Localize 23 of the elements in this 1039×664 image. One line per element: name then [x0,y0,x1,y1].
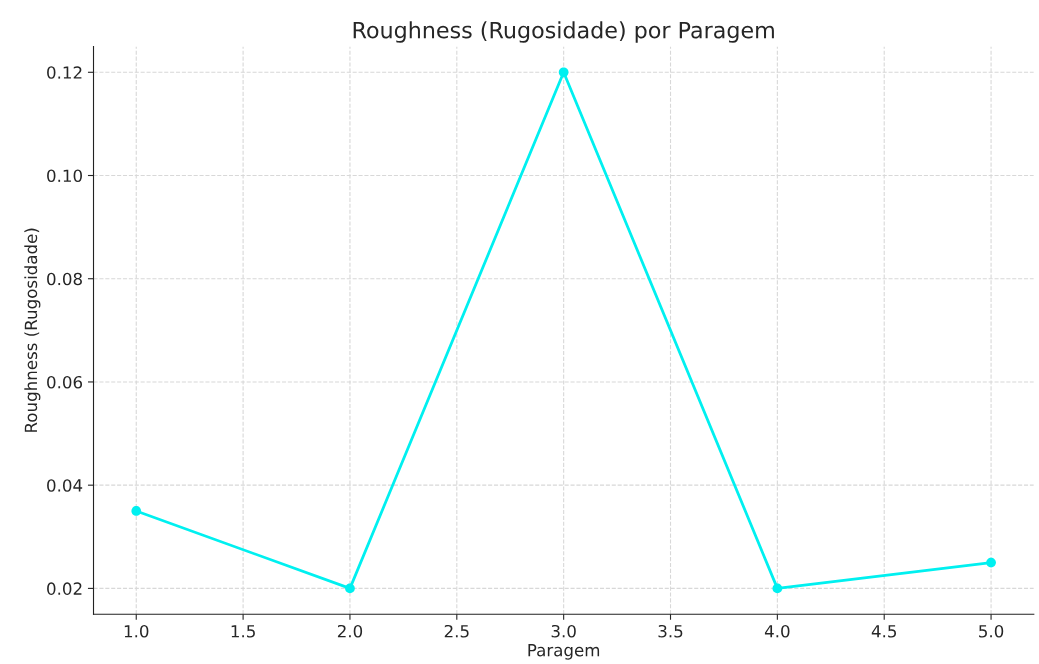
y-tick-label: 0.10 [47,169,82,183]
point [131,506,142,516]
chart-title: Roughness (Rugosidade) por Paragem [353,21,774,43]
y-axis-title: Roughness (Rugosidade) [24,228,41,432]
point [345,583,355,594]
x-axis-title: Paragem [528,644,600,660]
x-tick-label: 2.5 [444,624,469,638]
y-tick-label: 0.06 [47,375,83,389]
x-tick-label: 4.0 [764,624,790,638]
y-tick-label: 0.12 [47,66,82,79]
point [986,557,996,568]
y-tick-label: 0.08 [47,272,82,286]
y-tick-label: 0.02 [47,582,82,595]
point [558,67,569,78]
x-tick-label: 2.0 [337,624,363,638]
point [772,583,783,594]
x-tick-label: 4.5 [871,625,897,638]
x-tick-label: 3.0 [551,624,576,638]
x-tick-label: 1.5 [231,625,255,638]
x-tick-label: 3.5 [658,624,683,638]
x-tick-label: 5.0 [979,624,1004,638]
x-tick-label: 1.0 [124,624,149,638]
y-tick-label: 0.04 [47,479,83,492]
